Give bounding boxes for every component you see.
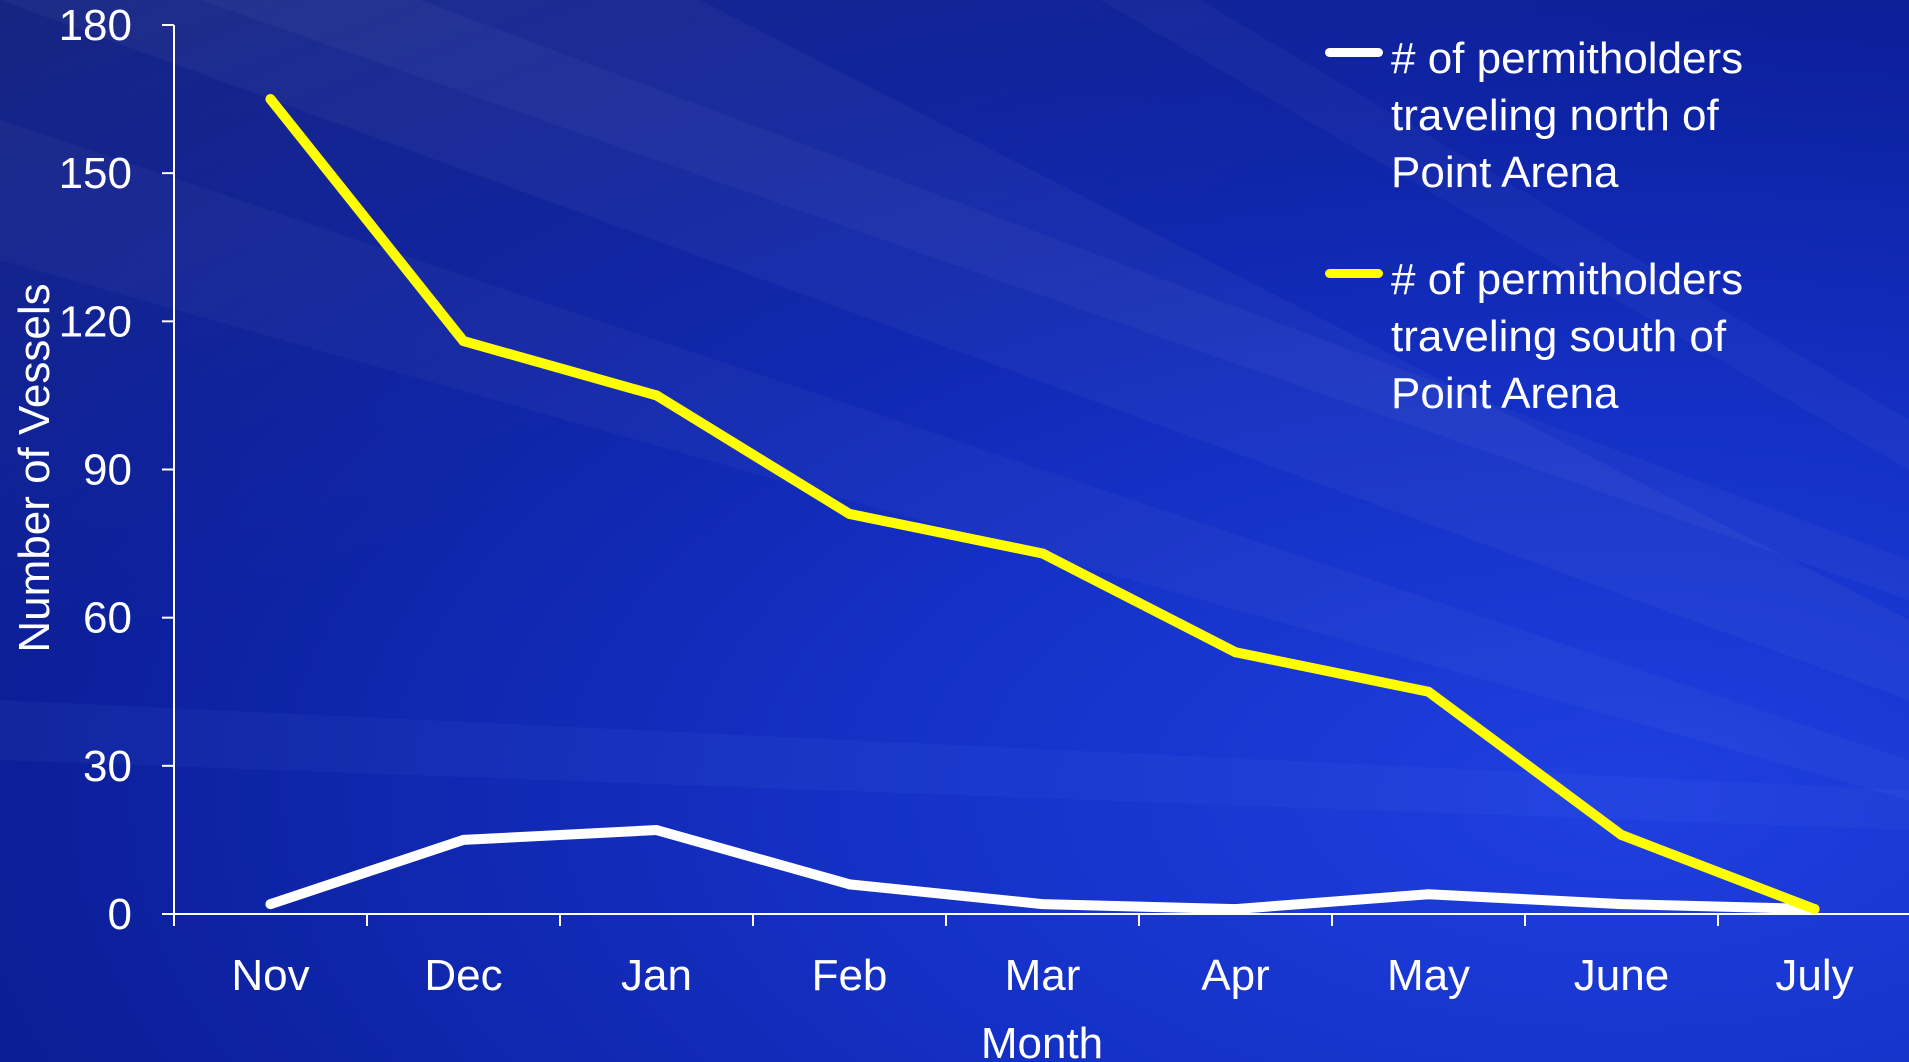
data-point <box>1809 904 1820 915</box>
data-point <box>651 825 662 836</box>
data-point <box>1423 889 1434 900</box>
data-point <box>1230 647 1241 658</box>
y-tick-label: 30 <box>83 742 132 791</box>
data-point <box>1616 829 1627 840</box>
x-tick-label: Apr <box>1201 951 1269 1000</box>
x-tick-label: Dec <box>424 951 502 1000</box>
y-tick-label: 90 <box>83 446 132 495</box>
data-point <box>458 834 469 845</box>
y-tick-label: 120 <box>59 297 132 346</box>
data-point <box>1423 686 1434 697</box>
x-tick-label: Jan <box>621 951 692 1000</box>
data-point <box>1037 548 1048 559</box>
y-axis-label: Number of Vessels <box>10 283 59 652</box>
x-tick-label: Mar <box>1005 951 1081 1000</box>
data-point <box>458 336 469 347</box>
x-tick-label: July <box>1775 951 1853 1000</box>
y-axis-ticks: 0 30 60 90 120 150 180 <box>59 1 174 939</box>
series-line-1 <box>265 825 1820 915</box>
data-point <box>844 508 855 519</box>
y-tick-label: 180 <box>59 1 132 50</box>
y-tick-label: 150 <box>59 149 132 198</box>
legend-swatch <box>1325 269 1383 278</box>
data-point <box>844 879 855 890</box>
data-point <box>265 94 276 105</box>
series-lines <box>265 94 1820 915</box>
series-line-2 <box>265 94 1820 915</box>
x-tick-label: May <box>1387 951 1470 1000</box>
data-point <box>651 390 662 401</box>
legend-label: # of permitholders traveling north of Po… <box>1391 34 1744 197</box>
y-tick-label: 60 <box>83 594 132 643</box>
data-point <box>265 899 276 910</box>
x-axis-ticks: Nov Dec Jan Feb Mar Apr May June July <box>173 914 1854 1000</box>
y-tick-label: 0 <box>108 890 132 939</box>
data-point <box>1616 899 1627 910</box>
x-tick-label: June <box>1574 951 1669 1000</box>
data-point <box>1037 899 1048 910</box>
legend-swatch <box>1325 48 1383 57</box>
x-tick-label: Nov <box>231 951 309 1000</box>
x-tick-label: Feb <box>812 951 888 1000</box>
legend-label: # of permitholders traveling south of Po… <box>1391 255 1744 418</box>
x-axis-label: Month <box>981 1019 1103 1062</box>
data-point <box>1230 904 1241 915</box>
